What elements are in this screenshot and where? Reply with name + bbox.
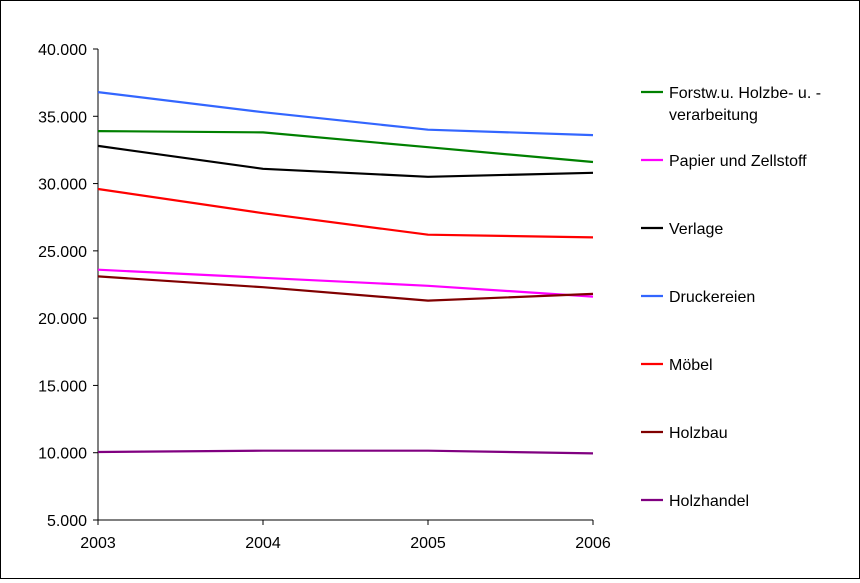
series-line bbox=[97, 268, 594, 298]
y-tick-label: 5.000 bbox=[47, 513, 87, 530]
legend-label: verarbeitung bbox=[669, 107, 758, 124]
y-tick-label: 30.000 bbox=[38, 177, 87, 194]
legend-label: Möbel bbox=[669, 357, 713, 374]
series-line bbox=[97, 144, 594, 178]
x-tick-label: 2004 bbox=[245, 535, 281, 552]
series-line bbox=[97, 449, 594, 455]
x-tick-label: 2003 bbox=[80, 535, 116, 552]
legend-label: Druckereien bbox=[669, 289, 755, 306]
y-tick-label: 15.000 bbox=[38, 378, 87, 395]
legend-label: Holzhandel bbox=[669, 493, 749, 510]
x-tick-label: 2005 bbox=[410, 535, 446, 552]
y-tick-label: 40.000 bbox=[38, 42, 87, 59]
y-tick-label: 10.000 bbox=[38, 446, 87, 463]
legend-label: Forstw.u. Holzbe- u. - bbox=[669, 85, 821, 102]
series-line bbox=[97, 130, 594, 164]
legend-label: Holzbau bbox=[669, 425, 728, 442]
legend-label: Papier und Zellstoff bbox=[669, 153, 807, 170]
series-lines bbox=[97, 91, 594, 455]
legend-label: Verlage bbox=[669, 221, 723, 238]
y-tick-label: 20.000 bbox=[38, 311, 87, 328]
axes: 5.000 10.000 15.000 20.000 25.000 30.000 35.00… bbox=[38, 42, 611, 552]
series-line bbox=[97, 275, 594, 302]
y-tick-label: 35.000 bbox=[38, 109, 87, 126]
series-line bbox=[97, 91, 594, 137]
legend: Forstw.u. Holzbe- u. - verarbeitung Papier… bbox=[641, 85, 821, 510]
series-line bbox=[97, 187, 594, 239]
y-tick-label: 25.000 bbox=[38, 244, 87, 261]
x-tick-label: 2006 bbox=[575, 535, 611, 552]
